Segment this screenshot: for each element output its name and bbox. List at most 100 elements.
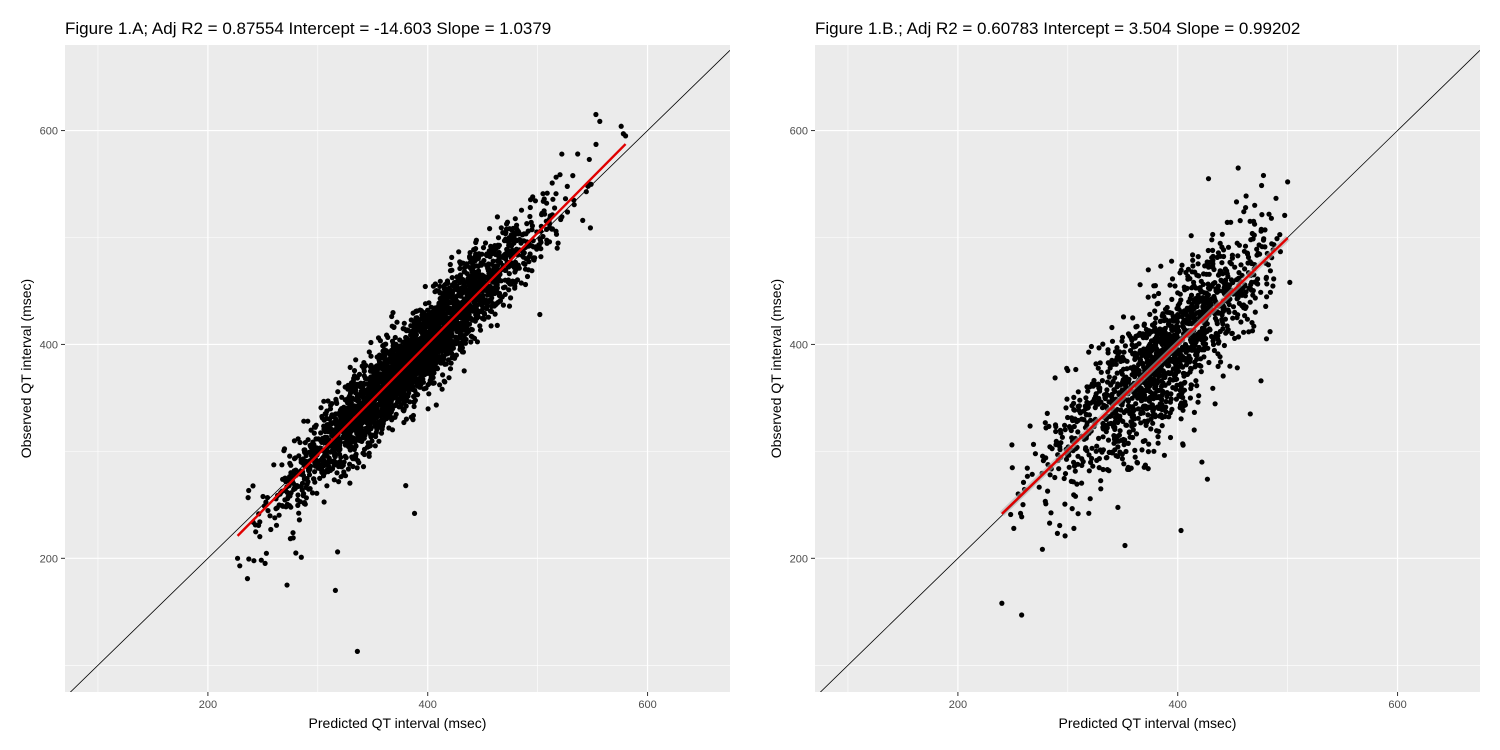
data-point: [321, 439, 327, 446]
data-point: [1079, 462, 1085, 468]
data-point: [327, 406, 334, 412]
data-point: [1197, 295, 1203, 302]
data-point: [1115, 351, 1121, 358]
data-point: [1109, 324, 1115, 331]
data-point: [1190, 263, 1196, 269]
data-point: [1109, 391, 1115, 397]
data-point: [372, 377, 378, 383]
data-point: [1252, 279, 1258, 285]
data-point: [383, 348, 389, 354]
data-point: [1210, 247, 1216, 253]
data-point: [1047, 472, 1053, 478]
data-point: [1099, 378, 1105, 384]
data-point: [526, 259, 532, 265]
data-point: [389, 364, 396, 370]
data-point: [351, 446, 357, 452]
data-point: [1215, 351, 1221, 357]
data-point: [1149, 402, 1155, 408]
data-point: [1215, 333, 1221, 339]
data-point: [1205, 264, 1212, 270]
data-point: [502, 277, 508, 283]
data-point: [399, 349, 405, 355]
data-point: [410, 412, 416, 419]
data-point: [504, 219, 511, 225]
data-point: [1243, 193, 1249, 199]
data-point: [452, 353, 458, 359]
data-point: [494, 214, 500, 220]
data-point: [1140, 361, 1146, 367]
data-point: [409, 363, 415, 369]
data-point: [544, 237, 550, 243]
outlier-point: [1199, 459, 1205, 465]
data-point: [1250, 292, 1256, 298]
data-point: [1036, 484, 1042, 490]
data-point: [1096, 465, 1102, 471]
data-point: [1229, 252, 1235, 258]
outlier-point: [559, 151, 565, 157]
data-point: [312, 479, 318, 485]
data-point: [1105, 369, 1111, 375]
data-point: [470, 256, 476, 262]
data-point: [347, 461, 353, 467]
data-point: [1241, 209, 1247, 215]
outlier-point: [537, 311, 543, 318]
data-point: [1258, 378, 1264, 384]
data-point: [422, 283, 428, 290]
data-point: [1151, 283, 1157, 289]
data-point: [1225, 244, 1232, 250]
outlier-point: [1247, 411, 1253, 417]
data-point: [1155, 434, 1161, 440]
data-point: [1243, 289, 1249, 295]
data-point: [1181, 373, 1187, 379]
data-point: [1167, 370, 1174, 376]
data-point: [1174, 319, 1180, 325]
data-point: [451, 319, 457, 325]
data-point: [1064, 396, 1070, 402]
data-point: [1167, 318, 1173, 324]
data-point: [481, 316, 487, 322]
data-point: [528, 219, 534, 225]
data-point: [1201, 354, 1207, 360]
data-point: [1215, 340, 1221, 346]
data-point: [1072, 468, 1078, 474]
data-point: [1182, 326, 1188, 333]
data-point: [1187, 315, 1193, 321]
data-point: [1195, 261, 1201, 267]
data-point: [1129, 342, 1135, 348]
data-point: [1264, 281, 1270, 287]
outlier-point: [284, 582, 290, 588]
data-point: [305, 479, 311, 485]
data-point: [1048, 510, 1054, 516]
data-point: [1266, 211, 1272, 217]
data-point: [1130, 351, 1136, 357]
data-point: [1151, 293, 1157, 299]
data-point: [552, 205, 558, 211]
data-point: [442, 361, 448, 367]
data-point: [1045, 488, 1051, 494]
data-point: [435, 313, 441, 319]
data-point: [485, 262, 491, 268]
data-point: [1141, 346, 1147, 352]
data-point: [1090, 463, 1096, 469]
data-point: [461, 326, 467, 332]
data-point: [1215, 272, 1222, 278]
data-point: [1210, 253, 1216, 259]
data-point: [426, 391, 432, 397]
data-point: [1139, 447, 1145, 453]
data-point: [433, 354, 439, 360]
data-point: [1092, 393, 1099, 400]
data-point: [301, 418, 307, 424]
data-point: [324, 453, 330, 459]
data-point: [1065, 414, 1071, 421]
data-point: [1137, 282, 1143, 288]
data-point: [1142, 389, 1148, 395]
data-point: [341, 469, 347, 475]
data-point: [475, 309, 482, 315]
data-point: [251, 558, 257, 564]
data-point: [334, 421, 340, 427]
data-point: [1159, 397, 1165, 403]
data-point: [305, 418, 311, 424]
data-point: [1129, 372, 1135, 378]
data-point: [1075, 453, 1081, 459]
data-point: [300, 456, 306, 462]
